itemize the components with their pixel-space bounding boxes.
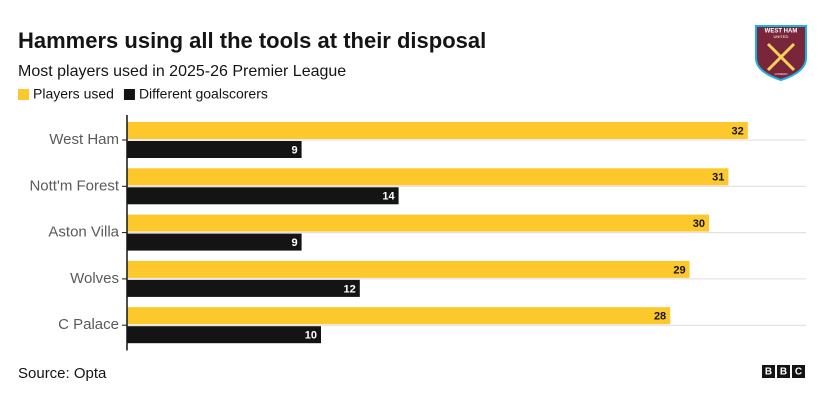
- y-tick-label: Aston Villa: [48, 224, 119, 241]
- bar: [127, 307, 671, 325]
- bar: [127, 122, 748, 139]
- value-label: 12: [344, 283, 356, 295]
- bbc-logo: B B C: [762, 365, 805, 378]
- chart-title: Hammers using all the tools at their dis…: [18, 28, 486, 53]
- logo-letter: C: [795, 367, 802, 378]
- legend-label: Different goalscorers: [139, 86, 268, 102]
- legend-swatch: [123, 89, 135, 100]
- y-tick-label: West Ham: [49, 131, 119, 148]
- logo-letter: B: [765, 367, 772, 378]
- crest-subtext: UNITED: [774, 34, 789, 39]
- crest-text: WEST HAM: [765, 29, 798, 35]
- bar: [127, 214, 709, 232]
- chart-subtitle: Most players used in 2025-26 Premier Lea…: [18, 63, 346, 80]
- value-label: 32: [732, 125, 744, 137]
- value-label: 31: [712, 172, 724, 184]
- club-crest: WEST HAM UNITED LONDON: [755, 25, 807, 82]
- crest-shield: [755, 25, 807, 82]
- value-label: 9: [291, 144, 297, 156]
- bar: [127, 260, 690, 278]
- bar: [127, 187, 399, 205]
- value-label: 30: [693, 218, 705, 230]
- bar: [127, 168, 729, 186]
- bar: [127, 326, 321, 344]
- crest-footer: LONDON: [775, 72, 788, 76]
- logo-box: [762, 365, 775, 378]
- legend-label: Players used: [33, 86, 114, 102]
- y-tick-label: Nott'm Forest: [29, 177, 119, 194]
- value-label: 10: [305, 330, 317, 342]
- value-label: 28: [654, 311, 666, 323]
- source: Source: Opta: [18, 365, 107, 382]
- logo-letter: B: [780, 367, 787, 378]
- y-tick-label: C Palace: [58, 316, 119, 333]
- logo-box: [792, 365, 805, 378]
- crest-hammers: [766, 42, 796, 72]
- value-label: 29: [673, 264, 685, 276]
- bar: [127, 279, 360, 297]
- value-label: 14: [382, 191, 395, 203]
- logo-box: [777, 365, 790, 378]
- bar: [127, 141, 302, 158]
- y-tick-label: Wolves: [70, 270, 119, 287]
- bar: [127, 233, 302, 251]
- legend-swatch: [18, 89, 29, 100]
- value-label: 9: [291, 237, 297, 249]
